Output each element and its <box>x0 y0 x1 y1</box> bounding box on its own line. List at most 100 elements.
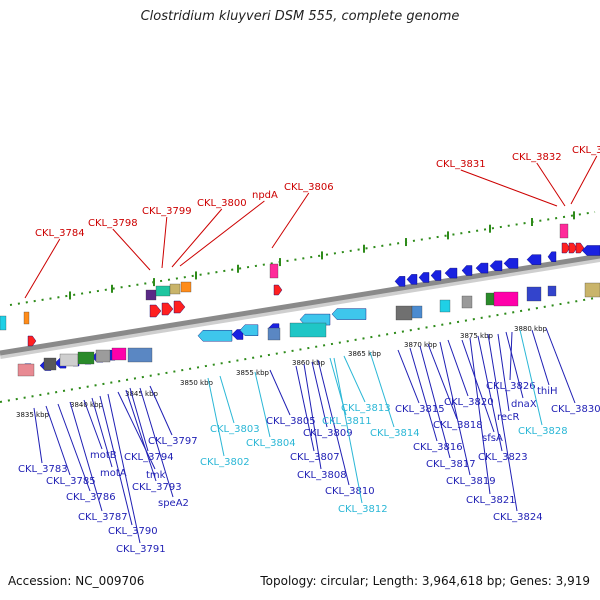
feature-block[interactable] <box>461 295 473 309</box>
gene-label[interactable]: CKL_3798 <box>88 218 138 229</box>
feature-block[interactable] <box>23 311 30 325</box>
gene-label[interactable]: CKL_3833 <box>572 145 600 156</box>
feature-block[interactable] <box>77 351 95 365</box>
gene-label[interactable]: CKL_3816 <box>413 442 463 453</box>
gene-label[interactable]: CKL_3787 <box>78 512 128 523</box>
gene-label[interactable]: recR <box>497 412 520 423</box>
cds-arrow[interactable] <box>239 324 259 336</box>
gene-label[interactable]: thiH <box>537 386 558 397</box>
feature-block[interactable] <box>269 263 279 279</box>
gene-label[interactable]: CKL_3819 <box>446 476 496 487</box>
cds-arrow[interactable] <box>581 245 600 256</box>
highlight-arrow[interactable] <box>561 242 571 254</box>
gene-label[interactable]: CKL_3821 <box>466 495 516 506</box>
gene-label[interactable]: CKL_3802 <box>200 457 250 468</box>
feature-block[interactable] <box>43 357 57 371</box>
cds-arrow[interactable] <box>461 265 473 276</box>
feature-block[interactable] <box>526 286 542 302</box>
feature-block[interactable] <box>0 315 7 331</box>
gene-label[interactable]: CKL_3826 <box>486 381 536 392</box>
gene-label[interactable]: CKL_3823 <box>478 452 528 463</box>
feature-block[interactable] <box>111 347 127 361</box>
feature-block[interactable] <box>145 289 157 301</box>
cds-arrow[interactable] <box>430 270 442 281</box>
cds-arrow[interactable] <box>231 329 244 340</box>
cds-arrow[interactable] <box>489 260 503 272</box>
gene-label[interactable]: CKL_3811 <box>322 416 372 427</box>
gene-label[interactable]: CKL_3820 <box>444 397 494 408</box>
gene-label[interactable]: npdA <box>252 190 278 201</box>
cds-arrow[interactable] <box>418 272 430 283</box>
cds-arrow[interactable] <box>197 330 233 342</box>
gene-label[interactable]: CKL_3824 <box>493 512 543 523</box>
gene-label[interactable]: CKL_3818 <box>433 420 483 431</box>
gene-label[interactable]: dnaX <box>511 399 537 410</box>
gene-label[interactable]: CKL_3786 <box>66 492 116 503</box>
gene-label[interactable]: CKL_3783 <box>18 464 68 475</box>
feature-block[interactable] <box>584 282 600 298</box>
highlight-arrow[interactable] <box>27 335 37 347</box>
highlight-arrow[interactable] <box>568 242 578 254</box>
gene-label[interactable]: CKL_3808 <box>297 470 347 481</box>
feature-block[interactable] <box>127 347 153 363</box>
cds-arrow[interactable] <box>526 254 542 265</box>
gene-label[interactable]: CKL_3790 <box>108 526 158 537</box>
gene-label[interactable]: CKL_3794 <box>124 452 174 463</box>
gene-label[interactable]: CKL_3784 <box>35 228 85 239</box>
feature-block[interactable] <box>289 322 327 338</box>
feature-block[interactable] <box>180 281 192 293</box>
gene-label[interactable]: CKL_3831 <box>436 159 486 170</box>
feature-block[interactable] <box>95 349 111 363</box>
highlight-arrow[interactable] <box>173 300 186 314</box>
gene-label[interactable]: CKL_3828 <box>518 426 568 437</box>
cds-arrow[interactable] <box>406 274 418 285</box>
feature-block[interactable] <box>559 223 569 239</box>
gene-label[interactable]: CKL_3812 <box>338 504 388 515</box>
gene-label[interactable]: motB <box>90 450 117 461</box>
gene-label[interactable]: CKL_3793 <box>132 482 182 493</box>
gene-label[interactable]: sfsA <box>482 433 503 444</box>
gene-label[interactable]: speA2 <box>158 498 189 509</box>
gene-label[interactable]: CKL_3805 <box>266 416 316 427</box>
gene-label[interactable]: CKL_3800 <box>197 198 247 209</box>
gene-label[interactable]: CKL_3804 <box>246 438 296 449</box>
cds-arrow[interactable] <box>475 262 489 274</box>
gene-label[interactable]: CKL_3806 <box>284 182 334 193</box>
highlight-arrow[interactable] <box>161 302 174 316</box>
gene-label[interactable]: CKL_3799 <box>142 206 192 217</box>
gene-label[interactable]: CKL_3809 <box>303 428 353 439</box>
feature-block[interactable] <box>439 299 451 313</box>
highlight-arrow[interactable] <box>273 284 283 296</box>
gene-label[interactable]: tmk <box>146 470 166 481</box>
feature-block[interactable] <box>395 305 413 321</box>
feature-block[interactable] <box>59 353 79 367</box>
highlight-arrow[interactable] <box>575 242 585 254</box>
highlight-arrow[interactable] <box>149 304 162 318</box>
gene-label[interactable]: CKL_3810 <box>325 486 375 497</box>
gene-label[interactable]: CKL_3815 <box>395 404 445 415</box>
gene-label[interactable]: CKL_3785 <box>46 476 96 487</box>
cds-arrow[interactable] <box>394 276 406 287</box>
gene-label[interactable]: CKL_3832 <box>512 152 562 163</box>
feature-block[interactable] <box>485 292 495 306</box>
feature-block[interactable] <box>411 305 423 319</box>
gene-label[interactable]: CKL_3813 <box>341 403 391 414</box>
cds-arrow[interactable] <box>444 267 458 279</box>
cds-arrow[interactable] <box>331 308 367 320</box>
cds-arrow[interactable] <box>503 258 519 269</box>
feature-block[interactable] <box>155 285 171 297</box>
cds-arrow[interactable] <box>547 251 557 262</box>
feature-block[interactable] <box>493 291 519 307</box>
gene-label[interactable]: CKL_3830 <box>551 404 600 415</box>
gene-label[interactable]: CKL_3803 <box>210 424 260 435</box>
feature-block[interactable] <box>267 327 281 341</box>
gene-label[interactable]: CKL_3791 <box>116 544 166 555</box>
gene-label[interactable]: motA <box>100 468 127 479</box>
feature-block[interactable] <box>547 285 557 297</box>
gene-label[interactable]: CKL_3807 <box>290 452 340 463</box>
gene-label[interactable]: CKL_3797 <box>148 436 198 447</box>
feature-block[interactable] <box>169 283 181 295</box>
gene-label[interactable]: CKL_3814 <box>370 428 420 439</box>
feature-block[interactable] <box>17 363 35 377</box>
